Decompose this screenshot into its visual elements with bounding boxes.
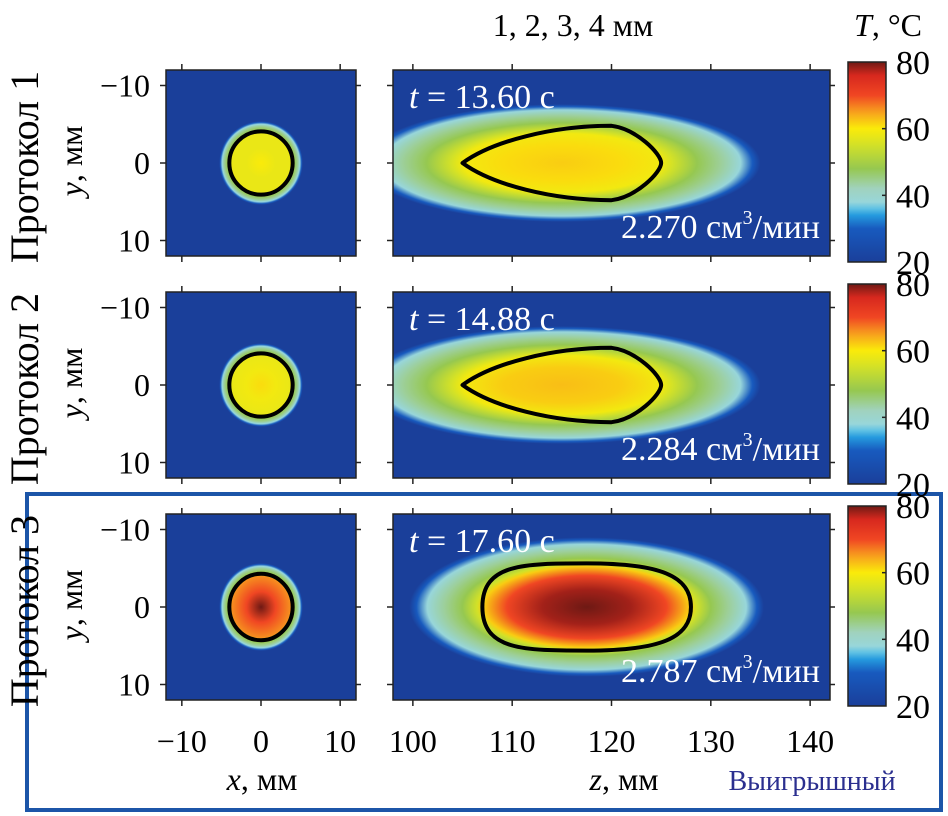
z-tick-label: 110 <box>489 723 536 759</box>
time-annotation: t = 14.88 с <box>409 301 555 338</box>
z-tick-label: 120 <box>588 723 636 759</box>
colorbar <box>847 283 887 485</box>
time-annotation: t = 13.60 с <box>409 79 555 116</box>
z-tick-label: 130 <box>687 723 735 759</box>
xy-ablation-contour <box>227 129 295 197</box>
flow-rate-annotation: 2.284 см3/мин <box>621 429 820 468</box>
z-heatmap <box>393 70 830 256</box>
colorbar-title: T, °C <box>854 7 922 43</box>
colorbar-tick-label: 40 <box>896 622 930 659</box>
colorbar-tick-label: 80 <box>896 489 930 526</box>
y-tick-label: −10 <box>100 512 150 548</box>
z-heatmap <box>393 292 830 478</box>
flow-rate-annotation: 2.270 см3/мин <box>621 207 820 246</box>
xy-temperature-field <box>219 343 303 427</box>
colorbar-title-var: T <box>854 7 874 43</box>
x-axis-label: x, мм <box>226 761 298 797</box>
colorbar-title-unit: , °C <box>872 7 922 43</box>
x-axis-ticklabels: −10 0 10 <box>157 723 356 759</box>
xy-temperature-field <box>219 563 303 651</box>
xy-ablation-contour <box>227 351 295 419</box>
protocol-row-2: Протокол 2 y, мм −10 0 10 t = 14.88 с 2.284 см… <box>2 267 930 504</box>
protocol-label: Протокол 1 <box>2 71 47 263</box>
xy-ablation-contour <box>227 571 295 643</box>
z-tick-label: 140 <box>786 723 834 759</box>
colorbar-tick-label: 60 <box>896 556 930 593</box>
y-tick-label: 0 <box>134 589 150 625</box>
colorbar-tick-label: 80 <box>896 267 930 304</box>
xy-heatmap <box>166 514 356 700</box>
x-tick-label: 10 <box>324 723 356 759</box>
y-tick-label: 10 <box>118 223 150 259</box>
z-ablation-contour <box>460 345 664 425</box>
y-tick-label: −10 <box>100 68 150 104</box>
colorbar-tick-label: 60 <box>896 112 930 149</box>
y-axis-label: y, мм <box>53 570 89 644</box>
y-tick-label: −10 <box>100 290 150 326</box>
y-axis-label: y, мм <box>53 126 89 200</box>
z-axis-label: z, мм <box>589 761 659 797</box>
flow-rate-annotation: 2.787 см3/мин <box>621 651 820 690</box>
colorbar-tick-label: 20 <box>896 467 930 504</box>
protocol-row-1: Протокол 1 y, мм −10 0 10 t = 13.60 с 2.270 см… <box>2 45 930 282</box>
y-axis-label: y, мм <box>53 348 89 422</box>
time-annotation: t = 17.60 с <box>409 523 555 560</box>
colorbar-tick-label: 80 <box>896 45 930 82</box>
protocol-row-3: Протокол 3 y, мм −10 0 10 t = 17.60 с 2.787 см… <box>2 489 930 726</box>
xy-heatmap <box>166 70 356 256</box>
x-tick-label: −10 <box>157 723 207 759</box>
z-axis-ticklabels: 100 110 120 130 140 <box>389 723 834 759</box>
protocol-label: Протокол 2 <box>2 293 47 485</box>
xy-temperature-field <box>219 121 303 205</box>
colorbar-tick-label: 20 <box>896 689 930 726</box>
z-ablation-contour <box>460 123 664 203</box>
x-tick-label: 0 <box>253 723 269 759</box>
xy-heatmap <box>166 292 356 478</box>
colorbar <box>847 61 887 263</box>
protocol-label: Протокол 3 <box>2 515 47 707</box>
y-tick-label: 10 <box>118 667 150 703</box>
colorbar-tick-label: 40 <box>896 400 930 437</box>
y-tick-label: 0 <box>134 145 150 181</box>
colorbar-tick-label: 20 <box>896 245 930 282</box>
colorbar-tick-label: 60 <box>896 334 930 371</box>
z-temperature-field <box>393 326 761 444</box>
winner-label: Выигрышный <box>728 766 895 797</box>
y-tick-label: 0 <box>134 367 150 403</box>
colorbar <box>847 505 887 707</box>
z-temperature-field <box>409 537 764 677</box>
z-temperature-field <box>393 104 761 222</box>
winner-highlight-frame <box>25 492 943 812</box>
z-heatmap <box>393 514 830 700</box>
z-ablation-contour <box>480 561 693 653</box>
z-tick-label: 100 <box>389 723 437 759</box>
y-tick-label: 10 <box>118 445 150 481</box>
header-distances: 1, 2, 3, 4 мм <box>493 7 654 43</box>
colorbar-tick-label: 40 <box>896 178 930 215</box>
